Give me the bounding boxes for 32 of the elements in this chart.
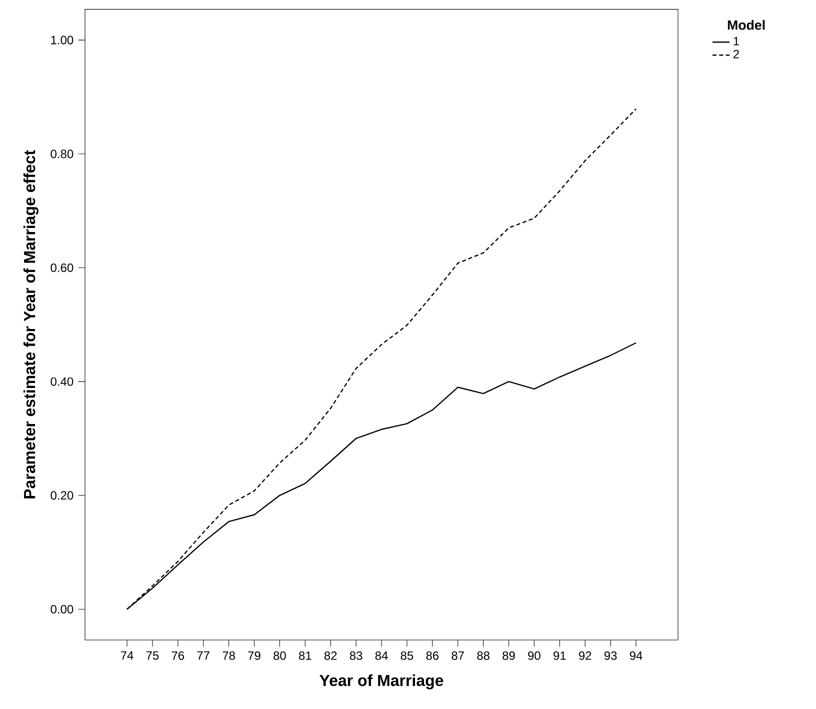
- x-tick-label: 78: [222, 651, 235, 660]
- x-tick-label: 80: [274, 651, 286, 660]
- x-tick-label: 91: [554, 651, 566, 660]
- x-tick-label: 82: [324, 651, 337, 660]
- y-tick-label: 0.00: [50, 604, 74, 614]
- x-tick-label: 77: [197, 651, 210, 660]
- x-tick-label: 83: [350, 651, 362, 660]
- y-tick-label: 0.80: [50, 150, 74, 158]
- y-tick-label: 0.60: [50, 263, 74, 272]
- y-tick-label: 0.20: [50, 491, 74, 500]
- y-tick-label: 0.40: [50, 377, 74, 386]
- x-tick-label: 93: [604, 651, 617, 660]
- x-tick-label: 85: [400, 651, 414, 660]
- x-tick-label: 94: [630, 651, 642, 660]
- x-tick-label: 89: [502, 651, 515, 660]
- y-axis-title: Parameter estimate for Year of Marriage effect: [23, 150, 38, 498]
- legend-label: 1: [734, 36, 739, 46]
- x-tick-label: 74: [120, 651, 134, 660]
- x-tick-label: 76: [172, 651, 184, 660]
- x-tick-label: 87: [452, 651, 464, 660]
- x-tick-label: 86: [426, 651, 439, 660]
- x-tick-label: 90: [528, 651, 540, 660]
- x-tick-label: 79: [248, 651, 260, 660]
- x-tick-label: 84: [375, 651, 388, 660]
- legend-label: 2: [733, 50, 739, 58]
- x-tick-label: 75: [146, 651, 159, 660]
- x-tick-label: 81: [299, 651, 312, 660]
- x-axis-title: Year of Marriage: [320, 674, 444, 690]
- x-tick-label: 92: [579, 651, 592, 660]
- x-tick-label: 88: [477, 651, 490, 660]
- y-tick-label: 1.00: [51, 36, 74, 44]
- legend-title: Model: [728, 20, 765, 30]
